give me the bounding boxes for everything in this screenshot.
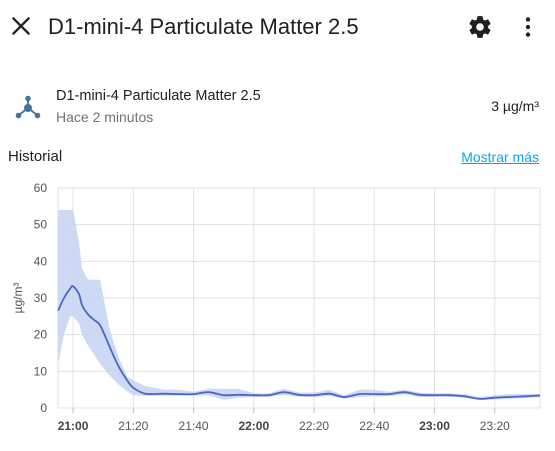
entity-last-changed: Hace 2 minutos [56, 109, 154, 125]
molecule-icon [15, 95, 41, 119]
series-mean-line [57, 285, 541, 400]
y-axis-label: µg/m³ [11, 283, 25, 314]
y-tick-label: 20 [34, 328, 48, 342]
y-tick-label: 60 [34, 181, 48, 195]
x-tick-label: 21:40 [179, 419, 209, 433]
x-tick-label: 23:20 [480, 419, 510, 433]
y-tick-label: 50 [34, 218, 48, 232]
entity-state: 3 µg/m³ [491, 98, 539, 114]
more-vertical-icon[interactable] [515, 14, 541, 40]
entity-name: D1-mini-4 Particulate Matter 2.5 [56, 88, 261, 104]
close-icon[interactable] [8, 13, 34, 39]
gear-icon[interactable] [467, 14, 493, 40]
history-title: Historial [8, 148, 63, 165]
history-chart: 0 10 20 30 40 50 60 21:00 21:20 21:40 22:00 22:20 22… [11, 181, 541, 433]
x-tick-label: 22:40 [359, 419, 389, 433]
y-tick-label: 40 [34, 254, 48, 268]
entity-row: D1-mini-4 Particulate Matter 2.5 Hace 2 … [0, 82, 555, 130]
show-more-link[interactable]: Mostrar más [461, 149, 539, 165]
x-tick-label: 22:20 [299, 419, 329, 433]
y-tick-label: 0 [40, 401, 47, 415]
x-tick-label: 22:00 [238, 419, 269, 433]
x-tick-label: 23:00 [419, 419, 450, 433]
x-tick-label: 21:00 [58, 419, 89, 433]
x-tick-label: 21:20 [118, 419, 148, 433]
dialog-header: D1-mini-4 Particulate Matter 2.5 [0, 0, 555, 56]
dialog-title: D1-mini-4 Particulate Matter 2.5 [48, 14, 359, 39]
y-tick-label: 30 [34, 291, 48, 305]
y-tick-label: 10 [34, 364, 48, 378]
